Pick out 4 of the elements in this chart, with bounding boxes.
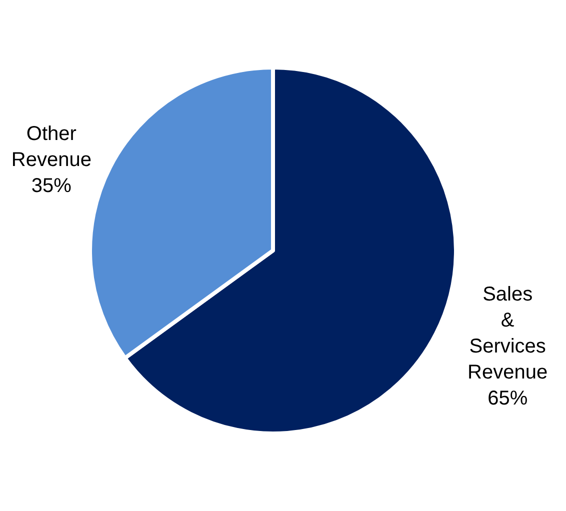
slice-label: Sales & Services Revenue	[468, 284, 548, 384]
data-label: 65%	[488, 388, 528, 410]
slice-label: Other Revenue	[11, 122, 92, 171]
data-label: 35%	[31, 174, 72, 197]
